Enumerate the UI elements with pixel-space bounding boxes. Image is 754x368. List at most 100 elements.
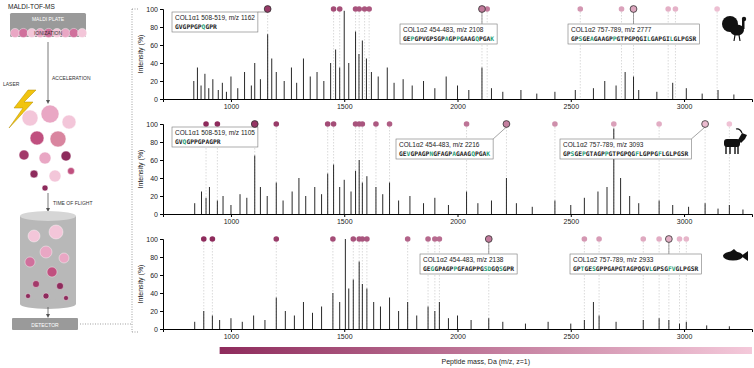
marker-guide [333,124,334,214]
detector [12,318,78,330]
peak [672,83,673,99]
ion [22,110,38,126]
icon-part [730,25,744,36]
annotation-label: COL1α2 757-789, m/z 3093 [563,141,644,148]
tick-mark [458,99,459,102]
marker-guide [659,239,660,329]
detector-label: DETECTOR [31,322,59,328]
peak [217,201,218,215]
ion [42,185,48,191]
plate-label: MALDI PLATE [32,16,65,22]
tick-label: 2500 [563,218,579,225]
marker-guide [353,239,354,329]
y-axis: 020406080100 [146,6,163,103]
colorbar-label: Peptide mass, Da (m/z, z=1) [442,358,531,366]
ion [28,230,40,242]
peak [348,289,349,330]
marker-dot [656,236,662,242]
marker-guide [362,239,363,329]
peak [339,302,340,329]
annotation: COL1α2 757-789, m/z 2777GPSGEAGAAGPPGTPG… [568,6,699,44]
peak [729,326,730,329]
peak [466,192,467,215]
marker-guide [434,239,435,329]
tick: 80 [150,254,163,261]
tick: 1000 [224,214,240,225]
peak [355,32,356,100]
marker-dot [265,6,271,12]
marker-dot [619,6,625,12]
peak [201,86,202,100]
marker-guide [668,9,669,99]
peak [230,205,231,214]
marker-dot [360,121,366,127]
peak [394,83,395,99]
peak [253,316,254,330]
tick-mark [684,214,685,217]
marker-guide [621,9,622,99]
tick-mark [160,81,163,82]
peak [554,201,555,215]
peak [230,77,231,100]
peak [423,81,424,99]
peak [471,320,472,329]
peak [659,318,660,329]
annotation-dot [665,236,672,243]
tick: 1500 [337,214,353,225]
icon-part [741,251,748,261]
marker-dot [464,121,470,127]
peak [348,63,349,99]
peak [525,324,526,329]
plot-area [194,6,734,99]
tick-mark [231,214,232,217]
marker-guide [633,9,634,99]
marker-guide [466,124,467,214]
tick: 2000 [450,329,466,340]
residue: K [486,150,490,157]
peak [491,201,492,215]
peak [292,192,293,215]
peak [516,203,517,214]
ion [68,168,75,175]
peak [448,205,449,214]
tick-label: 2500 [563,103,579,110]
peak [296,83,297,99]
ion [26,294,31,299]
ion [41,105,59,123]
peak [333,165,334,215]
tick: 60 [150,42,163,49]
residue: R [213,23,217,30]
peak [554,92,555,99]
marker-guide [359,124,360,214]
marker-dot [631,6,637,12]
panel: 02040608010010001500200025003000Intensit… [137,236,753,340]
tick-mark [160,293,163,294]
peak [203,311,204,329]
tick-label: 100 [146,6,158,13]
tick-mark [344,214,345,217]
arrow [48,193,49,210]
tick-label: 2000 [450,103,466,110]
tick: 2500 [563,99,579,110]
peak [686,88,687,99]
peak [638,203,639,214]
tick: 0 [154,211,163,218]
peak [254,156,255,215]
laser-label: LASER [3,81,20,87]
tick: 100 [146,236,163,243]
peak [335,50,336,100]
tick-label: 20 [150,78,158,85]
diagram-title: MALDI-TOF-MS [8,3,55,10]
figure: MALDI-TOF-MSMALDI PLATEIONIZATIONLASERAC… [0,0,754,368]
residue: R [695,265,699,272]
ionization-label: IONIZATION [34,30,63,36]
tick: 80 [150,24,163,31]
marker-dot [356,6,362,12]
annotation: COL1α2 454-483, m/z 2216GEVGPAGPNGFAGPAG… [396,121,510,159]
peptide-sequence: GEGGPAGPPGFAGPPGSDGQSGPR [423,265,514,272]
icon-part [742,20,745,29]
ion [19,28,28,37]
annotation: COL1α1 508-519, m/z 1105GVQGPPGPAGPR [172,121,258,147]
ion [61,28,70,37]
marker-dot [702,121,708,127]
